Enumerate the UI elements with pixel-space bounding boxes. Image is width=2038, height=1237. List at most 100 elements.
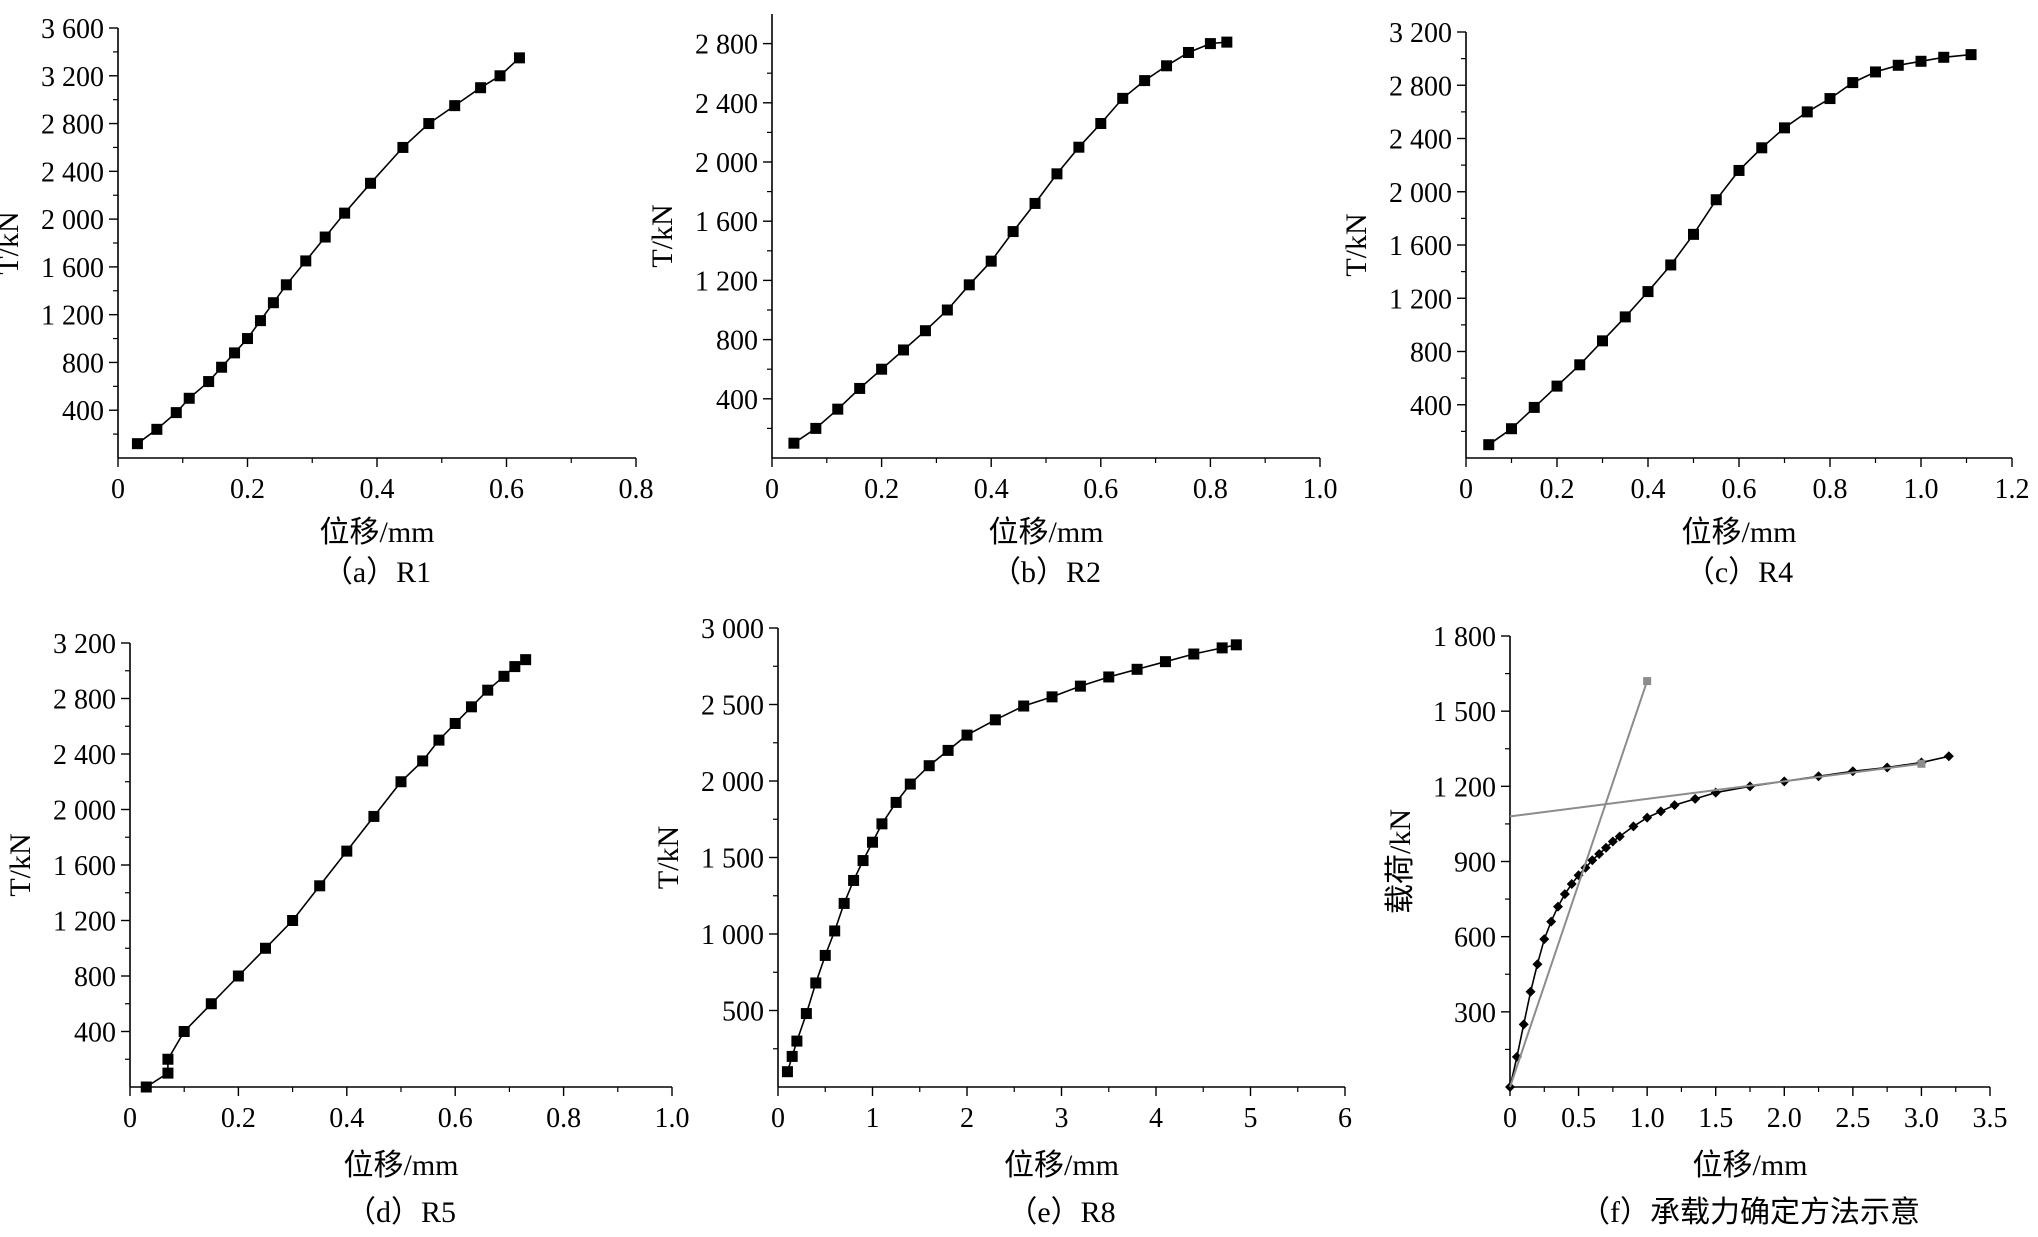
y-tick-label: 1 200 [41,301,104,332]
y-tick-label: 3 000 [701,614,764,645]
y-tick-label: 1 600 [1389,231,1452,262]
data-point [397,141,409,153]
y-tick-label: 2 000 [41,205,104,236]
x-tick-label: 0.6 [438,1103,473,1134]
data-point [229,347,241,359]
data-point [1230,639,1242,651]
data-point [1506,423,1517,435]
x-tick-label: 0.8 [546,1103,581,1134]
data-point [1915,55,1927,67]
x-tick-label: 0.4 [329,1103,364,1134]
data-point [1532,959,1543,970]
data-point [838,897,850,909]
x-tick-label: 0.6 [1722,474,1757,505]
y-tick-label: 400 [716,385,758,416]
data-point [368,810,380,822]
data-point [341,845,353,857]
x-axis-label: 位移/mm [1692,1149,1807,1182]
y-tick-label: 2 000 [1389,178,1452,209]
data-point [1870,66,1881,78]
data-point [1779,122,1790,134]
data-point [1546,916,1557,927]
chart-caption: （a）R1 [323,556,431,589]
y-tick-label: 2 800 [695,30,758,61]
chart-caption: （e）R8 [1007,1196,1115,1229]
data-point [1847,77,1859,89]
data-point [1117,92,1129,104]
x-axis-label: 位移/mm [1004,1149,1119,1182]
x-tick-label: 4 [1149,1103,1163,1134]
data-point [985,255,997,267]
data-point [314,880,326,892]
y-tick-label: 1 000 [701,920,764,951]
data-point [1892,59,1904,71]
x-tick-label: 2.5 [1835,1103,1870,1134]
x-axis-label: 位移/mm [1681,516,1796,549]
series-line-3 [1509,762,1922,818]
x-tick-label: 0 [1459,474,1473,505]
data-point [1642,812,1653,823]
chart-panel-1: 0 0.2 0.4 0.6 0.8 400 800 1 200 1 600 2 000 2 400 2… [0,14,654,589]
x-tick-label: 1.0 [1630,1103,1665,1134]
x-tick-label: 0.2 [221,1103,256,1134]
data-point [482,684,494,696]
y-tick-label: 2 400 [1389,125,1452,156]
data-point [1655,806,1666,817]
series-line-1 [1488,53,1972,446]
x-tick-label: 0 [111,474,125,505]
y-axis-label: T/kN [646,204,679,267]
data-point [854,382,866,394]
data-point [319,231,331,243]
x-tick-label: 1.0 [1904,474,1939,505]
y-axis-label: T/kN [1340,213,1373,276]
y-tick-label: 1 200 [1389,284,1452,315]
data-point [151,423,163,435]
data-point [1669,800,1680,811]
data-point [1551,380,1563,392]
data-point [216,361,228,373]
y-tick-label: 1 800 [1433,622,1496,653]
chart-caption: （f）承载力确定方法示意 [1580,1196,1920,1229]
data-point [1587,855,1598,866]
data-point [1095,118,1107,130]
data-point [1483,439,1495,451]
x-tick-label: 0.4 [974,474,1009,505]
data-point [961,729,973,741]
y-axis-label: T/kN [652,826,685,889]
y-tick-label: 800 [1410,338,1452,369]
x-tick-label: 0 [1503,1103,1517,1134]
data-point [810,422,822,434]
data-point [1824,93,1836,105]
data-point [963,279,975,291]
x-tick-label: 0.4 [360,474,395,505]
data-point [1539,934,1550,945]
data-point [339,207,351,219]
x-tick-label: 1 [866,1103,880,1134]
y-tick-label: 2 800 [53,685,116,716]
y-tick-label: 2 800 [1389,71,1452,102]
x-tick-label: 3.5 [1973,1103,2008,1134]
data-point [1710,194,1722,206]
data-point [1643,677,1652,686]
data-point [475,82,487,94]
x-axis-label: 位移/mm [343,1149,458,1182]
x-tick-label: 2.0 [1767,1103,1802,1134]
y-tick-label: 2 000 [695,148,758,179]
data-point [800,1008,812,1020]
data-point [1139,75,1151,87]
series-line-1 [145,658,527,1088]
data-point [1204,38,1216,50]
data-point [941,304,953,316]
x-tick-label: 0.2 [230,474,265,505]
data-point [162,1053,174,1065]
y-tick-label: 2 500 [701,691,764,722]
data-point [1161,60,1173,72]
data-point [1756,142,1768,154]
data-point [1665,259,1677,271]
data-point [1628,821,1639,832]
y-tick-label: 800 [716,326,758,357]
data-point [140,1081,152,1093]
data-point [498,670,510,682]
data-point [1688,228,1699,240]
